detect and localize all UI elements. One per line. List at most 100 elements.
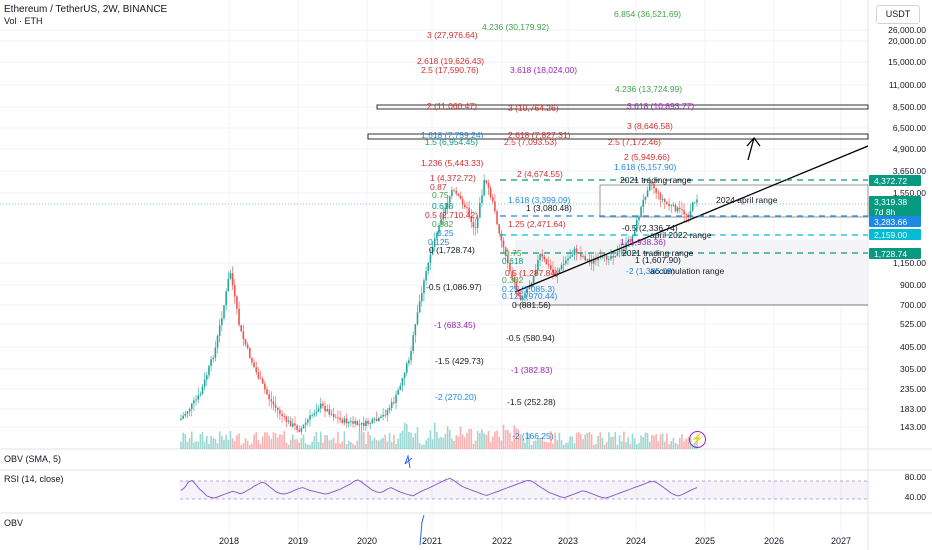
volume-bar — [642, 437, 645, 449]
volume-bar — [668, 444, 670, 449]
candle — [623, 249, 625, 250]
volume-bar — [524, 442, 526, 449]
volume-bar — [519, 434, 522, 449]
candle — [195, 399, 197, 401]
candle — [410, 350, 412, 361]
candle — [206, 375, 208, 380]
candle — [620, 249, 623, 251]
volume-bar — [500, 440, 503, 449]
candle — [580, 252, 582, 257]
volume-bar — [534, 440, 537, 449]
candle — [414, 324, 417, 336]
volume-bar — [259, 444, 262, 449]
fib-level-label: 1.618 (5,157.90) — [614, 162, 677, 172]
fib-level-label: 0.25 (1,085.3) — [502, 284, 555, 294]
volume-bar — [197, 441, 199, 449]
candle — [627, 240, 629, 243]
candles-layer — [180, 174, 698, 435]
volume-bar — [461, 434, 464, 449]
fib-annotations: 3 (27,976.64) 4.236 (30,179.92) 6.854 (36,… — [417, 9, 778, 441]
y-tick-label: 183.00 — [900, 404, 926, 414]
volume-bar — [345, 444, 348, 449]
candle — [208, 366, 210, 376]
volume-bar — [457, 436, 460, 449]
volume-bar — [266, 432, 268, 449]
candle — [436, 233, 438, 239]
candle — [562, 263, 565, 265]
candle — [567, 258, 569, 261]
volume-bar — [453, 440, 455, 449]
candle — [534, 270, 537, 276]
candle — [603, 255, 606, 257]
volume-bar — [384, 434, 387, 449]
candle — [240, 325, 242, 332]
candle — [526, 289, 528, 294]
volume-bar — [438, 437, 440, 449]
currency-button[interactable]: USDT — [876, 5, 920, 24]
candle — [300, 428, 303, 432]
candle — [421, 293, 423, 302]
candle — [358, 424, 361, 426]
volume-bar — [655, 434, 657, 449]
volume-bar — [491, 436, 494, 449]
candle — [266, 389, 268, 395]
volume-bar — [440, 436, 442, 449]
volume-bar — [582, 439, 584, 449]
volume-bar — [403, 422, 406, 449]
fib-level-label: 2.5 (7,172.46) — [608, 137, 661, 147]
fib-level-label: 3.618 (10,893.77) — [627, 101, 694, 111]
time-axis[interactable]: 2018 2019 2020 2021 2022 2023 2024 2025 2026 2027 — [219, 536, 851, 546]
volume-bar — [225, 434, 227, 449]
volume-bar — [470, 428, 473, 449]
candle — [309, 415, 311, 420]
candle — [405, 363, 408, 373]
volume-bar — [627, 437, 629, 449]
candle — [586, 259, 589, 261]
candle — [287, 420, 290, 422]
volume-bar — [597, 436, 599, 449]
volume-bar — [332, 437, 335, 449]
candle — [663, 199, 666, 202]
volume-bar — [270, 439, 273, 449]
fib-level-label: 4.236 (30,179.92) — [482, 22, 549, 32]
volume-bar — [309, 444, 311, 449]
fib-level-label: 6.854 (36,521.69) — [614, 9, 681, 19]
fib-level-label: -2 (166.25) — [512, 431, 554, 441]
volume-bar — [246, 440, 249, 449]
trendline — [514, 145, 869, 293]
candle — [468, 207, 470, 217]
candle — [289, 420, 292, 427]
volume-bar — [287, 444, 290, 449]
volume-bar — [418, 442, 421, 449]
x-tick-label: 2018 — [219, 536, 239, 546]
volume-bar — [685, 438, 688, 449]
volume-bar — [558, 432, 561, 449]
volume-bar — [388, 432, 391, 449]
candle — [302, 424, 305, 429]
volume-bar — [554, 432, 556, 449]
volume-bar — [494, 431, 496, 449]
candle — [307, 419, 309, 423]
candle — [416, 312, 419, 325]
volume-bar — [358, 432, 361, 449]
candle — [672, 204, 675, 206]
candle — [186, 411, 189, 414]
volume-bar — [238, 433, 240, 449]
volume-bar — [279, 434, 281, 449]
volume-bar — [648, 441, 651, 449]
candle — [384, 414, 387, 416]
candle — [371, 419, 374, 423]
candle — [380, 416, 382, 418]
candle — [633, 231, 636, 236]
candle — [343, 418, 346, 423]
candle — [517, 290, 520, 296]
volume-bar — [644, 432, 647, 449]
volume-bars — [180, 422, 698, 449]
lightning-icon[interactable]: ⚡ — [689, 431, 706, 448]
volume-bar — [472, 443, 475, 449]
rsi-tick: 40.00 — [905, 492, 927, 502]
candle — [453, 190, 455, 191]
resistance-band — [367, 133, 869, 140]
